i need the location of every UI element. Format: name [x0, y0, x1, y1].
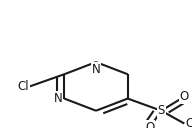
Text: O: O: [180, 90, 189, 103]
Text: Cl: Cl: [17, 80, 29, 93]
Text: S: S: [158, 104, 165, 117]
Text: N: N: [92, 63, 100, 76]
Text: N: N: [54, 92, 62, 105]
Text: O: O: [145, 121, 154, 128]
Text: CH₃: CH₃: [186, 117, 192, 128]
